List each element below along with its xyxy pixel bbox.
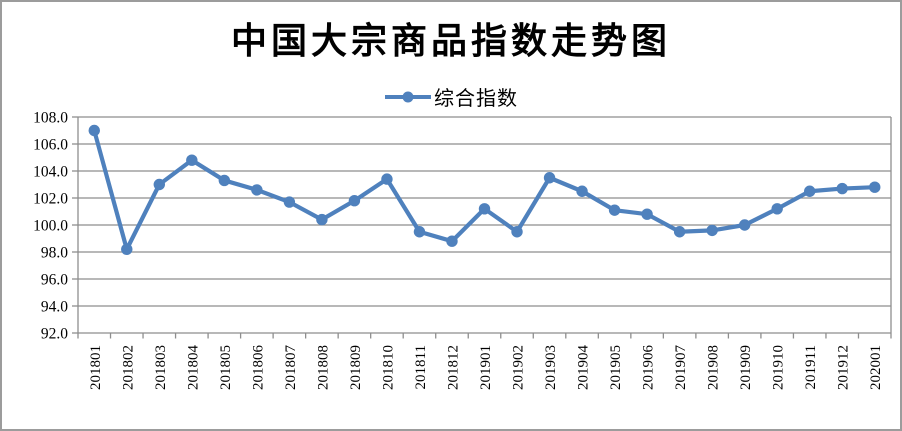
x-axis-tick-label: 201808 xyxy=(315,345,331,390)
data-point xyxy=(576,185,588,197)
x-axis-tick-label: 201805 xyxy=(218,345,234,390)
data-point xyxy=(511,226,523,238)
data-point xyxy=(673,226,686,238)
data-point xyxy=(218,174,231,187)
data-point xyxy=(608,204,621,216)
data-point xyxy=(706,224,718,237)
data-point xyxy=(348,195,361,207)
x-axis-tick-label: 201904 xyxy=(576,345,592,391)
x-axis-tick-label: 201908 xyxy=(706,345,722,390)
legend-marker-dot xyxy=(402,91,414,102)
y-axis-tick-label: 98.0 xyxy=(41,245,68,262)
data-point xyxy=(121,243,133,255)
x-axis-tick-label: 201901 xyxy=(478,345,494,390)
data-point xyxy=(543,172,556,184)
x-axis-tick-label: 201804 xyxy=(185,345,201,391)
chart-legend: 综合指数 xyxy=(2,82,900,111)
x-axis-tick-label: 202001 xyxy=(868,345,884,390)
y-axis-tick-label: 100.0 xyxy=(33,218,68,235)
x-axis-tick-label: 201806 xyxy=(250,345,266,391)
series-line xyxy=(92,128,877,252)
data-point xyxy=(88,124,100,137)
x-axis-tick-label: 201909 xyxy=(738,345,754,390)
y-axis-tick-label: 104.0 xyxy=(33,164,68,181)
y-axis-tick-label: 108.0 xyxy=(33,110,68,127)
data-point xyxy=(804,185,816,197)
x-axis-tick-label: 201902 xyxy=(511,345,527,390)
data-point xyxy=(153,178,165,191)
data-point xyxy=(478,203,491,215)
legend-line-marker-icon xyxy=(385,91,431,102)
x-axis-tick-label: 201906 xyxy=(641,345,657,391)
data-point xyxy=(186,154,198,166)
x-axis-tick-label: 201903 xyxy=(543,345,559,390)
x-axis-tick-label: 201811 xyxy=(413,345,429,389)
chart-title: 中国大宗商品指数走势图 xyxy=(230,21,671,61)
y-axis-tick-label: 92.0 xyxy=(41,326,68,343)
x-axis-tick-label: 201812 xyxy=(445,345,461,390)
x-axis-tick-label: 201801 xyxy=(88,345,104,390)
legend-series-label: 综合指数 xyxy=(434,88,518,110)
data-point xyxy=(381,173,393,185)
x-axis-tick-label: 201810 xyxy=(380,345,396,390)
x-axis-tick-label: 201905 xyxy=(608,345,624,390)
data-point xyxy=(283,196,296,208)
data-point xyxy=(446,235,458,247)
y-axis-tick-label: 94.0 xyxy=(41,299,68,316)
x-axis-tick-label: 201803 xyxy=(153,345,169,390)
data-point xyxy=(641,208,653,220)
x-axis-tick-label: 201910 xyxy=(771,345,787,390)
data-point xyxy=(738,219,751,231)
x-axis-tick-label: 201907 xyxy=(673,345,689,391)
x-axis-tick-label: 201911 xyxy=(803,345,819,389)
x-axis-tick-label: 201809 xyxy=(348,345,364,390)
y-axis-tick-label: 96.0 xyxy=(41,272,68,289)
x-axis-tick-label: 201807 xyxy=(283,345,299,391)
data-point xyxy=(836,182,848,195)
x-axis-tick-label: 201912 xyxy=(836,345,852,390)
data-point xyxy=(771,203,783,215)
data-point xyxy=(869,181,881,193)
data-point xyxy=(316,213,328,226)
data-point xyxy=(413,226,426,238)
data-point xyxy=(251,184,263,196)
x-axis-tick-label: 201802 xyxy=(120,345,136,390)
y-axis-tick-label: 106.0 xyxy=(33,137,68,154)
y-axis-tick-label: 102.0 xyxy=(33,191,68,208)
